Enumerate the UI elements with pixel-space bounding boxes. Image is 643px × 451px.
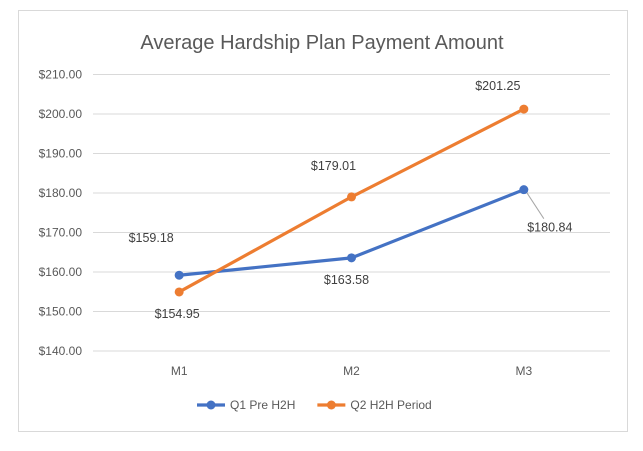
series-lines — [174, 104, 529, 297]
data-point — [347, 192, 356, 202]
data-label: $154.95 — [155, 307, 200, 321]
data-label: $180.84 — [527, 221, 572, 235]
y-tick-label: $200.00 — [39, 107, 83, 121]
data-point — [174, 270, 184, 280]
data-label: $179.01 — [311, 159, 356, 173]
data-point — [347, 253, 356, 263]
legend-swatch-marker — [326, 400, 336, 410]
y-tick-label: $180.00 — [39, 186, 83, 200]
legend-label: Q1 Pre H2H — [230, 398, 295, 412]
y-tick-label: $170.00 — [39, 226, 83, 240]
legend-label: Q2 H2H Period — [350, 398, 431, 412]
data-labels: $159.18 $163.58 $180.84 $154.95 $179.01 $201.… — [129, 79, 573, 321]
data-point — [519, 185, 529, 195]
y-tick-label: $190.00 — [39, 147, 83, 161]
legend: Q1 Pre H2H Q2 H2H Period — [197, 398, 432, 412]
y-tick-label: $160.00 — [39, 265, 83, 279]
y-tick-label: $150.00 — [39, 305, 83, 319]
x-tick-label: M3 — [515, 364, 532, 378]
data-label-leader-lines — [526, 192, 545, 219]
data-point — [519, 104, 529, 114]
data-label: $159.18 — [129, 231, 174, 245]
chart-title: Average Hardship Plan Payment Amount — [140, 32, 504, 54]
chart-frame — [18, 10, 628, 432]
x-tick-label: M1 — [171, 364, 188, 378]
y-tick-label: $140.00 — [39, 344, 83, 358]
leader-line — [526, 192, 545, 219]
data-point — [174, 287, 184, 297]
y-axis-tick-labels: $140.00 $150.00 $160.00 $170.00 $180.00 $190.… — [39, 68, 83, 359]
data-label: $201.25 — [475, 79, 520, 93]
x-axis-tick-labels: M1 M2 M3 — [171, 364, 533, 378]
y-tick-label: $210.00 — [39, 68, 83, 82]
legend-swatch-marker — [206, 400, 216, 410]
data-label: $163.58 — [324, 273, 369, 287]
x-tick-label: M2 — [343, 364, 360, 378]
